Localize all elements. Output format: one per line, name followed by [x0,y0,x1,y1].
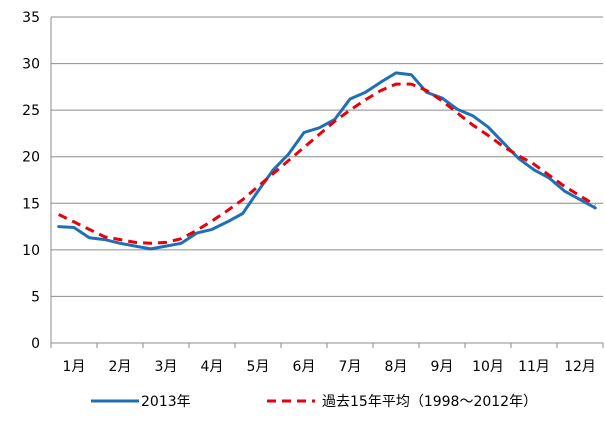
y-tick-label: 25 [22,103,40,119]
legend: 2013年 過去15年平均（1998〜2012年） [91,394,537,410]
y-tick-label: 15 [22,196,40,212]
x-tick-label: 1月 [63,359,86,375]
x-tick-label: 11月 [518,359,550,375]
x-tick-label: 8月 [385,359,408,375]
x-tick-label: 2月 [109,359,132,375]
x-tick-label: 3月 [155,359,178,375]
y-tick-label: 0 [31,336,40,352]
y-tick-label: 5 [31,289,40,305]
y-tick-label: 35 [22,10,40,26]
axes [50,17,604,348]
x-tick-label: 12月 [564,359,596,375]
legend-label-0: 2013年 [141,394,191,410]
legend-label-1: 過去15年平均（1998〜2012年） [322,394,537,410]
y-tick-labels: 0 5 10 15 20 25 30 35 [22,10,40,352]
series-line-0 [57,71,597,251]
y-tick-label: 30 [22,57,40,73]
x-tick-label: 5月 [247,359,270,375]
x-tick-label: 6月 [293,359,316,375]
y-tick-label: 20 [22,150,40,166]
x-tick-label: 9月 [431,359,454,375]
x-tick-label: 4月 [201,359,224,375]
grid-lines [51,16,603,297]
x-tick-label: 10月 [472,359,504,375]
series-line-1 [58,82,597,245]
y-tick-label: 10 [22,243,40,259]
x-tick-labels: 1月 2月 3月 4月 5月 6月 7月 8月 9月 10月 11月 12月 [63,359,596,375]
x-tick-label: 7月 [339,359,362,375]
series-layer [57,71,597,251]
